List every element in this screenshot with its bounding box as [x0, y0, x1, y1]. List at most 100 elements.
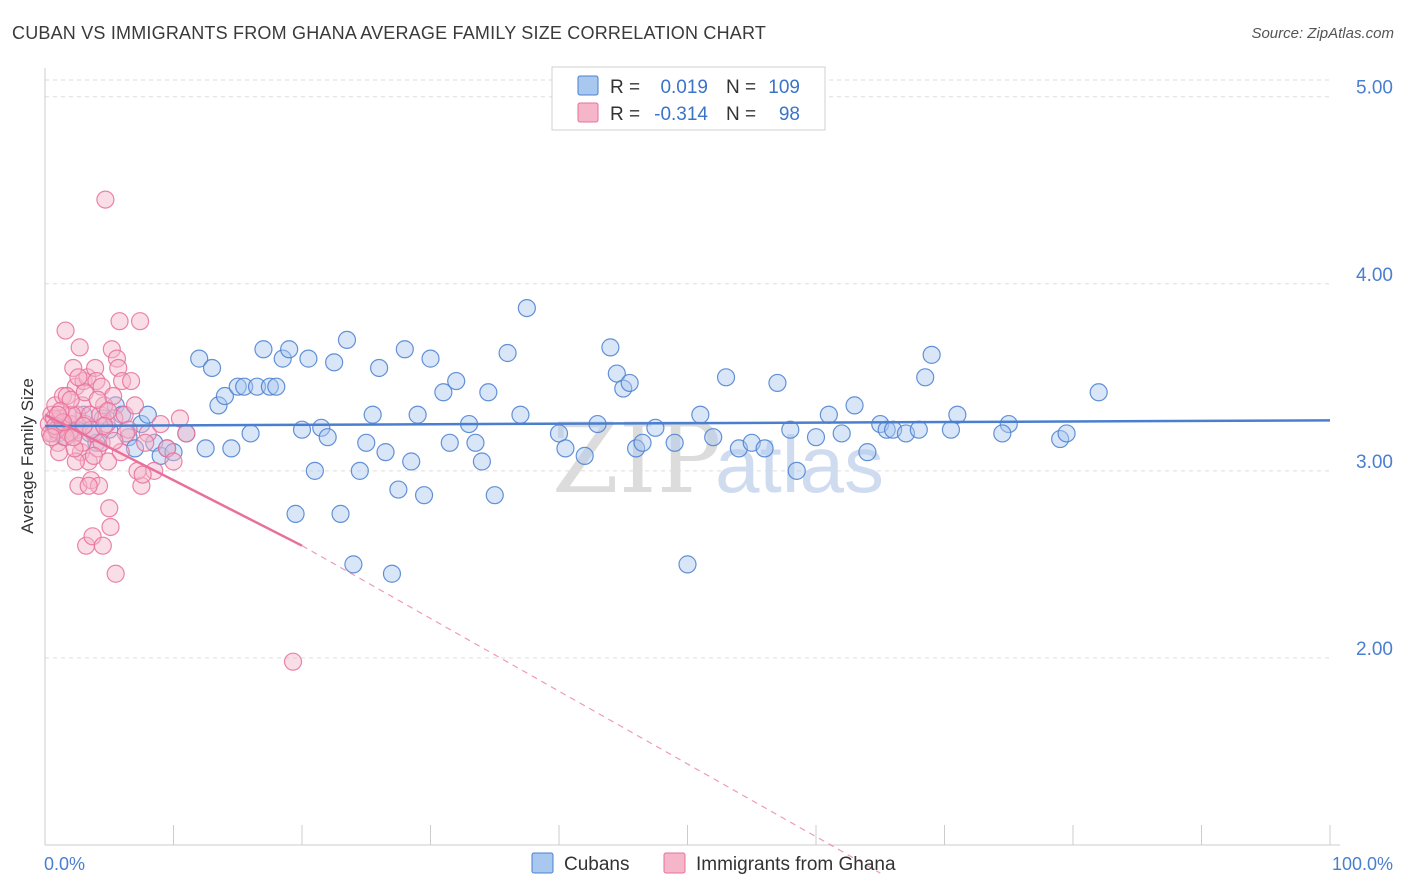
legend-swatch-blue: [577, 75, 599, 96]
cubans-point-43: [337, 330, 357, 350]
watermark: ZIP atlas: [552, 403, 884, 515]
cubans-point-108: [556, 439, 575, 458]
cubans-point-61: [466, 433, 485, 452]
cubans-point-23: [209, 396, 228, 415]
cubans-point-72: [607, 364, 626, 383]
ghana-point-36: [96, 190, 115, 209]
ghana-point-23: [79, 452, 98, 471]
cubans-point-14: [138, 405, 157, 424]
y-tick-label-2: 4.00: [1356, 265, 1393, 286]
ghana-point-96: [42, 428, 61, 447]
cubans-trend-line: [44, 419, 1331, 428]
cubans-point-34: [280, 340, 299, 359]
cubans-point-74: [620, 373, 639, 393]
legend-n-value-2: 98: [779, 104, 800, 125]
cubans-point-92: [858, 443, 877, 462]
axes: [44, 68, 1340, 846]
cubans-point-86: [768, 373, 787, 393]
ghana-point-60: [283, 652, 303, 671]
cubans-point-37: [299, 349, 318, 368]
y-tick-label-1: 3.00: [1356, 452, 1393, 473]
bottom-legend-swatch-ghana: [663, 852, 686, 874]
ghana-point-77: [66, 452, 85, 471]
page-title: CUBAN VS IMMIGRANTS FROM GHANA AVERAGE F…: [12, 23, 767, 43]
ghana-point-82: [69, 368, 88, 387]
cubans-point-98: [916, 368, 935, 387]
cubans-point-87: [781, 420, 800, 439]
series-ghana: [39, 190, 303, 671]
ghana-point-26: [83, 527, 102, 546]
cubans-point-97: [909, 420, 928, 439]
cubans-point-62: [472, 452, 491, 471]
legend-n-value-1: 109: [768, 77, 800, 98]
cubans-point-104: [1057, 424, 1076, 443]
cubans-point-33: [273, 349, 292, 368]
source-credit: Source: ZipAtlas.com: [1251, 25, 1394, 42]
cubans-point-21: [196, 439, 215, 458]
series-cubans: [48, 299, 1108, 583]
bottom-legend-swatch-cubans: [531, 852, 554, 874]
cubans-point-79: [678, 555, 697, 574]
ghana-point-62: [136, 433, 155, 452]
bottom-legend-label-ghana: Immigrants from Ghana: [696, 854, 896, 875]
ghana-point-58: [170, 409, 190, 428]
cubans-point-64: [485, 486, 504, 505]
cubans-point-80: [691, 405, 710, 424]
x-tick-labels: 0.0% 100.0%: [44, 854, 1393, 874]
cubans-point-82: [716, 368, 736, 387]
ghana-point-64: [50, 443, 69, 462]
ghana-point-55: [151, 414, 170, 434]
y-tick-labels: 2.00 3.00 4.00 5.00: [1356, 78, 1393, 660]
ghana-point-56: [157, 439, 177, 458]
legend-n-label-2: N =: [726, 104, 756, 125]
ghana-point-78: [79, 476, 98, 495]
x-tick-label-0: 0.0%: [44, 854, 85, 874]
legend-r-label-2: R =: [610, 104, 640, 125]
ghana-point-43: [105, 409, 124, 428]
cubans-point-55: [414, 486, 434, 505]
cubans-point-91: [845, 396, 864, 415]
y-axis-title: Average Family Size: [18, 378, 37, 534]
ghana-point-51: [125, 396, 145, 415]
cubans-point-56: [421, 349, 440, 368]
cubans-point-22: [202, 358, 222, 378]
cubans-point-53: [402, 452, 421, 471]
ghana-point-87: [98, 401, 118, 421]
cubans-point-59: [447, 371, 466, 391]
cubans-point-12: [125, 439, 145, 458]
cubans-point-85: [755, 439, 774, 458]
cubans-point-52: [395, 340, 414, 359]
ghana-point-59: [177, 424, 196, 443]
cubans-point-44: [344, 555, 363, 574]
cubans-point-40: [318, 428, 337, 447]
ghana-point-47: [110, 312, 129, 331]
cubans-point-30: [254, 340, 273, 359]
ghana-point-91: [133, 465, 152, 484]
cubans-point-31: [260, 377, 279, 396]
cubans-point-50: [382, 564, 402, 583]
cubans-point-51: [389, 480, 408, 499]
ghana-point-34: [93, 536, 112, 555]
watermark-atlas: atlas: [715, 420, 884, 509]
bottom-legend-label-cubans: Cubans: [564, 854, 630, 875]
cubans-point-107: [787, 461, 806, 480]
cubans-point-27: [235, 377, 254, 396]
cubans-point-47: [363, 405, 382, 424]
cubans-point-63: [479, 383, 498, 402]
ghana-point-24: [80, 405, 100, 424]
cubans-point-38: [305, 461, 324, 480]
series-legend: Cubans Immigrants from Ghana: [531, 852, 896, 875]
trend-lines: [44, 413, 1331, 874]
legend-swatch-pink: [577, 102, 599, 123]
ghana-point-86: [84, 446, 103, 465]
cubans-point-105: [1089, 383, 1108, 402]
cubans-point-20: [190, 349, 209, 368]
cubans-point-81: [704, 428, 723, 447]
cubans-point-26: [228, 377, 247, 396]
ghana-point-81: [121, 371, 141, 391]
ghana-point-31: [89, 476, 109, 495]
ghana-point-83: [61, 390, 80, 409]
cubans-point-106: [993, 424, 1012, 443]
ghana-point-40: [101, 517, 120, 537]
